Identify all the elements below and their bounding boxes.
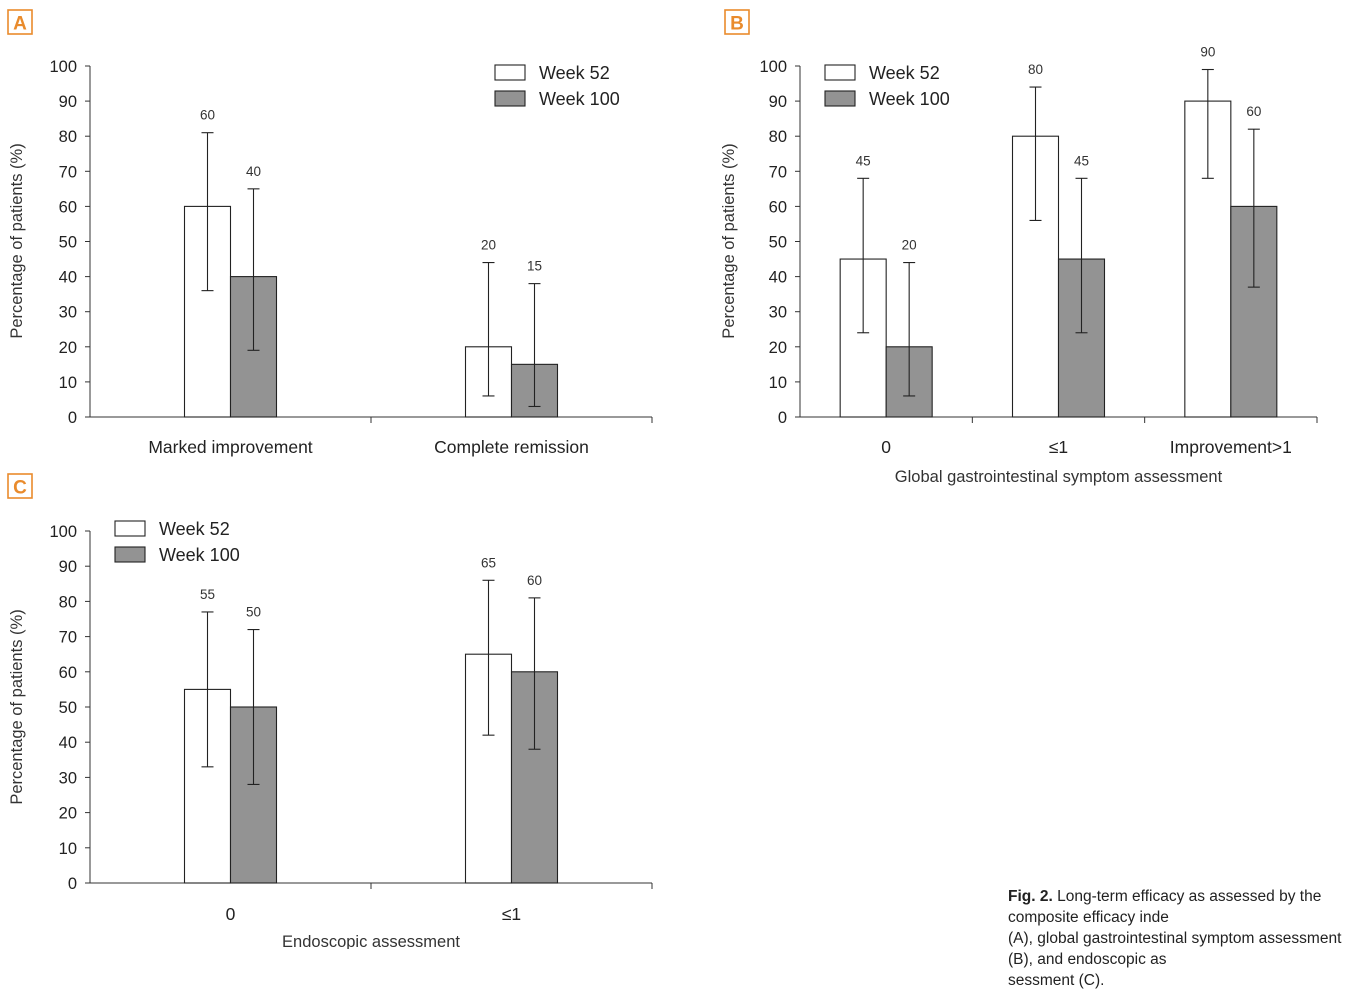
x-axis-label: Endoscopic assessment xyxy=(282,933,460,949)
y-tick-label: 70 xyxy=(769,163,787,181)
y-tick-label: 100 xyxy=(49,58,77,76)
data-label: 15 xyxy=(527,259,542,274)
panel-badge-box xyxy=(7,473,33,499)
panel-badge-letter: C xyxy=(13,478,27,499)
y-tick-label: 40 xyxy=(769,269,787,287)
legend-label: Week 52 xyxy=(539,63,610,83)
x-category-label: Improvement>1 xyxy=(1170,437,1292,457)
legend-label: Week 100 xyxy=(869,89,950,109)
legend-item: Week 100 xyxy=(494,89,620,109)
y-tick-label: 80 xyxy=(59,593,77,611)
legend-item: Week 52 xyxy=(494,63,610,83)
legend-swatch xyxy=(114,546,146,563)
data-label: 20 xyxy=(481,238,496,253)
y-tick-label: 50 xyxy=(59,234,77,252)
legend-label: Week 100 xyxy=(539,89,620,109)
y-tick-label: 100 xyxy=(759,58,787,76)
x-category-label: ≤1 xyxy=(502,904,521,924)
data-label: 45 xyxy=(1074,153,1089,168)
legend-swatch xyxy=(494,64,526,81)
y-tick-label: 80 xyxy=(769,128,787,146)
y-axis-label: Percentage of patients (%) xyxy=(8,609,26,804)
y-tick-label: 90 xyxy=(59,558,77,576)
y-tick-label: 70 xyxy=(59,629,77,647)
data-label: 55 xyxy=(200,587,215,602)
y-tick-label: 40 xyxy=(59,269,77,287)
x-category-label: ≤1 xyxy=(1049,437,1068,457)
y-tick-label: 30 xyxy=(59,304,77,322)
y-axis-label: Percentage of patients (%) xyxy=(8,143,26,338)
legend: Week 52 Week 100 xyxy=(494,63,620,109)
x-category-label: Complete remission xyxy=(434,437,589,457)
data-label: 60 xyxy=(200,108,215,123)
legend: Week 52 Week 100 xyxy=(824,63,950,109)
panel-badge: B xyxy=(724,9,750,35)
panel-badge-box xyxy=(7,9,33,35)
caption-text: Long-term efficacy as assessed by the co… xyxy=(1008,888,1342,989)
y-tick-label: 20 xyxy=(59,805,77,823)
data-label: 80 xyxy=(1028,62,1043,77)
legend-swatch xyxy=(114,520,146,537)
y-tick-label: 0 xyxy=(778,409,787,427)
data-label: 40 xyxy=(246,164,261,179)
chart-panel-a: A 0 10 20 30 40 50 60 70 80 90 100 Percentage of pat… xyxy=(7,9,653,457)
legend-swatch xyxy=(824,90,856,107)
data-label: 60 xyxy=(527,573,542,588)
data-label: 90 xyxy=(1200,45,1215,60)
legend-item: Week 100 xyxy=(114,545,240,565)
x-category-label: 0 xyxy=(226,904,236,924)
panel-badge-box xyxy=(724,9,750,35)
data-label: 60 xyxy=(1246,104,1261,119)
y-tick-label: 50 xyxy=(59,699,77,717)
data-label: 65 xyxy=(481,555,496,570)
legend-item: Week 100 xyxy=(824,89,950,109)
legend-item: Week 52 xyxy=(824,63,940,83)
y-tick-label: 80 xyxy=(59,128,77,146)
bar-week-100 xyxy=(510,671,559,884)
legend-label: Week 100 xyxy=(159,545,240,565)
y-tick-label: 20 xyxy=(769,339,787,357)
caption-label: Fig. 2. xyxy=(1008,888,1053,905)
y-tick-label: 30 xyxy=(769,304,787,322)
y-tick-label: 0 xyxy=(68,875,77,893)
y-tick-label: 10 xyxy=(59,374,77,392)
legend: Week 52 Week 100 xyxy=(114,519,240,565)
panel-badge: A xyxy=(7,9,33,35)
panel-badge-letter: B xyxy=(730,14,744,35)
data-label: 45 xyxy=(856,153,871,168)
y-tick-label: 90 xyxy=(59,93,77,111)
y-tick-label: 40 xyxy=(59,734,77,752)
legend-label: Week 52 xyxy=(159,519,230,539)
y-tick-label: 90 xyxy=(769,93,787,111)
legend-swatch xyxy=(494,90,526,107)
panel-badge-letter: A xyxy=(13,14,27,35)
x-axis-label: Global gastrointestinal symptom assessme… xyxy=(895,468,1223,486)
chart-panel-c: C 0 10 20 30 40 50 60 70 80 90 100 Percentage of pat… xyxy=(7,473,653,949)
y-tick-label: 100 xyxy=(49,523,77,541)
chart-panel-b: B 0 10 20 30 40 50 60 70 80 90 100 Percentage of pat… xyxy=(720,9,1318,486)
y-tick-label: 10 xyxy=(59,840,77,858)
legend-label: Week 52 xyxy=(869,63,940,83)
legend-swatch xyxy=(824,64,856,81)
y-tick-label: 20 xyxy=(59,339,77,357)
x-category-label: Marked improvement xyxy=(148,437,312,457)
data-label: 50 xyxy=(246,605,261,620)
y-tick-label: 60 xyxy=(769,198,787,216)
y-axis-label: Percentage of patients (%) xyxy=(720,143,738,338)
y-tick-label: 70 xyxy=(59,163,77,181)
y-tick-label: 0 xyxy=(68,409,77,427)
figure-caption: Fig. 2. Long-term efficacy as assessed b… xyxy=(1008,886,1353,991)
legend-item: Week 52 xyxy=(114,519,230,539)
y-tick-label: 50 xyxy=(769,234,787,252)
x-category-label: 0 xyxy=(881,437,891,457)
y-tick-label: 30 xyxy=(59,769,77,787)
y-tick-label: 60 xyxy=(59,664,77,682)
y-tick-label: 60 xyxy=(59,198,77,216)
y-tick-label: 10 xyxy=(769,374,787,392)
panel-badge: C xyxy=(7,473,33,499)
data-label: 20 xyxy=(902,238,917,253)
